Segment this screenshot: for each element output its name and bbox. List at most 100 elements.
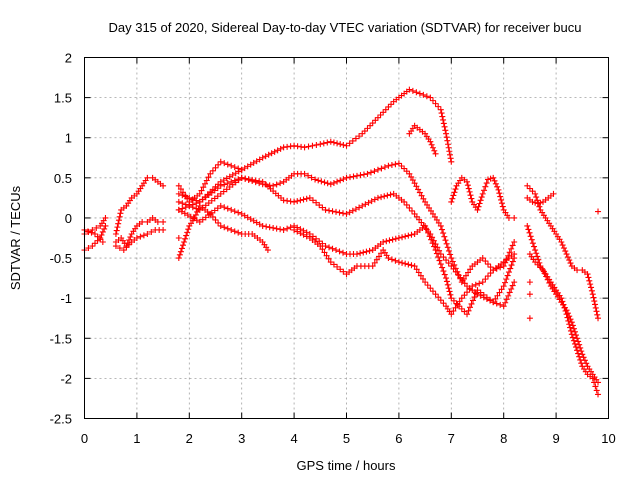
data-point xyxy=(446,148,453,155)
data-point xyxy=(473,290,480,297)
data-point xyxy=(408,173,415,180)
data-point xyxy=(360,249,367,256)
series-arc-1c xyxy=(112,226,167,254)
data-point xyxy=(490,299,497,306)
data-point xyxy=(392,257,399,264)
data-point xyxy=(537,264,544,271)
data-point xyxy=(496,190,503,197)
data-point xyxy=(526,185,533,192)
data-point xyxy=(466,188,473,195)
data-point xyxy=(221,181,228,188)
data-point xyxy=(590,294,597,301)
data-point xyxy=(401,198,408,205)
data-point xyxy=(181,239,188,246)
data-point xyxy=(365,199,372,206)
data-point xyxy=(432,291,439,298)
x-tick-label: 1 xyxy=(133,431,140,446)
data-point xyxy=(352,135,359,142)
data-point xyxy=(479,255,486,262)
data-point xyxy=(359,202,366,209)
data-point xyxy=(427,94,434,101)
data-point xyxy=(356,133,363,140)
data-point xyxy=(154,218,161,225)
data-point xyxy=(368,198,375,205)
data-point xyxy=(271,148,278,155)
data-point xyxy=(209,213,216,220)
data-point xyxy=(200,184,207,191)
data-point xyxy=(384,192,391,199)
data-point xyxy=(428,141,435,148)
data-point xyxy=(442,237,449,244)
data-point xyxy=(102,222,109,229)
data-point xyxy=(526,315,533,322)
data-point xyxy=(575,338,582,345)
data-point xyxy=(205,174,212,181)
data-point xyxy=(576,341,583,348)
data-point xyxy=(474,206,481,213)
data-point xyxy=(322,206,329,213)
data-point xyxy=(375,253,382,260)
data-point xyxy=(468,195,475,202)
data-point xyxy=(577,344,584,351)
data-point xyxy=(484,273,491,280)
data-point xyxy=(571,340,578,347)
data-point xyxy=(357,250,364,257)
data-point xyxy=(340,210,347,217)
data-point xyxy=(440,230,447,237)
data-point xyxy=(471,294,478,301)
data-point xyxy=(184,229,191,236)
data-point xyxy=(469,283,476,290)
data-point xyxy=(385,162,392,169)
x-tick-label: 4 xyxy=(290,431,297,446)
y-tick-label: -1.5 xyxy=(50,331,72,346)
x-tick-label: 3 xyxy=(238,431,245,446)
data-point xyxy=(574,347,581,354)
data-point xyxy=(228,162,235,169)
data-point xyxy=(361,128,368,135)
data-point xyxy=(502,279,509,286)
data-point xyxy=(481,187,488,194)
data-point xyxy=(505,214,512,221)
data-point xyxy=(533,194,540,201)
data-point xyxy=(592,301,599,308)
data-point xyxy=(409,177,416,184)
data-point xyxy=(343,142,350,149)
data-point xyxy=(441,123,448,130)
series-arc-5d xyxy=(526,251,602,386)
data-point xyxy=(388,256,395,263)
data-point xyxy=(383,238,390,245)
data-point xyxy=(438,226,445,233)
data-point xyxy=(392,235,399,242)
data-point xyxy=(277,180,284,187)
data-point xyxy=(252,177,259,184)
data-point xyxy=(477,197,484,204)
data-point xyxy=(180,189,187,196)
data-point xyxy=(479,190,486,197)
data-point xyxy=(377,111,384,118)
data-point xyxy=(568,319,575,326)
data-point xyxy=(256,178,263,185)
data-point xyxy=(464,182,471,189)
data-points xyxy=(81,86,602,398)
data-point xyxy=(367,169,374,176)
data-point xyxy=(541,270,548,277)
data-point xyxy=(505,292,512,299)
data-point xyxy=(353,251,360,258)
data-point xyxy=(458,295,465,302)
x-tick-label: 6 xyxy=(395,431,402,446)
data-point xyxy=(432,150,439,157)
data-point xyxy=(291,198,298,205)
data-point xyxy=(98,231,105,238)
data-point xyxy=(440,300,447,307)
data-point xyxy=(487,270,494,277)
data-point xyxy=(580,354,587,361)
data-point xyxy=(559,242,566,249)
data-point xyxy=(570,337,577,344)
data-point xyxy=(175,198,182,205)
data-point xyxy=(102,214,109,221)
data-point xyxy=(526,229,533,236)
data-point xyxy=(492,295,499,302)
data-point xyxy=(309,142,316,149)
data-point xyxy=(315,177,322,184)
x-axis-label: GPS time / hours xyxy=(297,458,396,473)
